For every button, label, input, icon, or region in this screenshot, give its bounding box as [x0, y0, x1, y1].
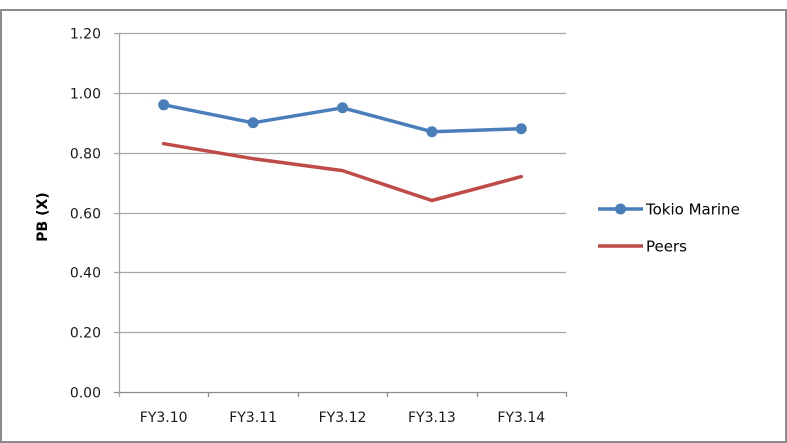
legend: Tokio Marine Peers — [598, 201, 740, 256]
y-axis: 0.00 0.20 0.40 0.60 0.80 1.00 1.20 — [70, 27, 121, 402]
data-point-marker — [515, 123, 527, 135]
x-tick-label: FY3.10 — [140, 410, 188, 426]
y-tick-label: 0.00 — [70, 386, 101, 402]
legend-item-peers: Peers — [598, 238, 687, 256]
legend-marker — [615, 203, 626, 215]
data-point-marker — [158, 99, 170, 111]
legend-label: Peers — [646, 238, 687, 256]
x-tick-label: FY3.13 — [408, 410, 456, 426]
x-tick-label: FY3.12 — [319, 410, 367, 426]
series-line-peers — [161, 141, 524, 203]
legend-label: Tokio Marine — [645, 201, 740, 219]
chart-frame — [0, 9, 787, 443]
y-tick-label: 0.40 — [70, 266, 101, 282]
legend-item-tokio-marine: Tokio Marine — [598, 201, 740, 219]
x-axis: FY3.10 FY3.11 FY3.12 FY3.13 FY3.14 — [140, 392, 568, 426]
y-tick-label: 1.20 — [70, 27, 101, 43]
y-tick-label: 0.60 — [70, 207, 101, 223]
gridlines — [114, 32, 566, 394]
x-tick-label: FY3.14 — [497, 410, 545, 426]
y-tick-label: 1.00 — [70, 87, 101, 103]
data-point-marker — [426, 126, 438, 138]
x-tick-label: FY3.11 — [229, 410, 277, 426]
y-axis-title: PB (X) — [35, 192, 51, 241]
series-lines — [158, 99, 527, 203]
y-tick-label: 0.20 — [70, 326, 101, 342]
data-point-marker — [337, 102, 348, 114]
y-tick-label: 0.80 — [70, 147, 101, 163]
data-point-marker — [247, 117, 259, 129]
